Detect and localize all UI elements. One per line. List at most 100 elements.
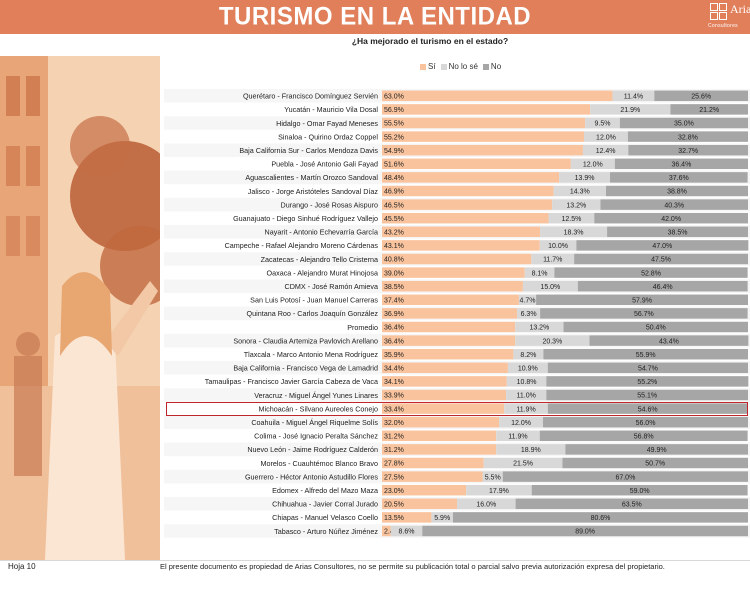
bar-no xyxy=(594,212,748,224)
bar-nolose xyxy=(540,226,608,238)
data-label-si: 46.5% xyxy=(384,202,404,209)
bar-si xyxy=(382,158,571,170)
bar-si xyxy=(382,525,391,537)
bar-no xyxy=(453,512,748,523)
footer: Hoja 10 El presente documento es propied… xyxy=(0,560,750,589)
bar-si xyxy=(382,362,508,374)
data-label-si: 38.5% xyxy=(384,284,404,291)
data-label-no: 80.6% xyxy=(591,515,611,522)
category-label: Chihuahua - Javier Corral Jurado xyxy=(272,500,378,509)
data-label-nolose: 12.0% xyxy=(596,134,616,141)
data-label-nolose: 9.5% xyxy=(595,121,611,128)
bar-si xyxy=(382,185,554,197)
data-label-si: 34.4% xyxy=(384,366,404,373)
category-label: Edomex - Alfredo del Mazo Maza xyxy=(272,486,378,495)
bar-si xyxy=(382,471,483,482)
category-label: Tamaulipas - Francisco Javier García Cab… xyxy=(205,377,378,386)
bar-nolose xyxy=(590,104,671,115)
data-label-si: 63.0% xyxy=(384,94,404,101)
bar-no xyxy=(554,267,748,278)
data-label-si: 36.9% xyxy=(384,311,404,318)
data-label-no: 35.0% xyxy=(674,121,694,128)
data-label-nolose: 17.9% xyxy=(489,488,509,495)
data-label-no: 32.7% xyxy=(678,148,698,155)
data-label-nolose: 8.2% xyxy=(520,352,536,359)
bar-no xyxy=(610,172,748,183)
bar-no xyxy=(563,321,748,333)
photo-illustration xyxy=(0,56,160,560)
data-label-nolose: 21.9% xyxy=(620,107,640,114)
data-label-nolose: 10.9% xyxy=(518,366,538,373)
data-label-si: 20.5% xyxy=(384,502,404,509)
data-label-no: 52.8% xyxy=(641,270,661,277)
data-label-nolose: 20.3% xyxy=(542,338,562,345)
bar-no xyxy=(543,416,748,428)
bar-nolose xyxy=(483,457,563,469)
data-label-nolose: 8.6% xyxy=(399,529,415,536)
data-label-si: 55.2% xyxy=(384,134,404,141)
category-label: San Luis Potosí - Juan Manuel Carreras xyxy=(250,296,378,305)
data-label-nolose: 5.5% xyxy=(485,474,501,481)
bar-nolose xyxy=(499,416,544,428)
data-label-no: 56.7% xyxy=(634,311,654,318)
company-logo: Arias Consultores xyxy=(708,2,750,32)
data-label-si: 27.8% xyxy=(384,461,404,468)
bar-nolose xyxy=(570,158,615,170)
bar-no xyxy=(531,484,748,496)
legend-item-nolose: No lo sé xyxy=(440,62,478,71)
data-label-no: 50.7% xyxy=(645,461,665,468)
bar-si xyxy=(382,172,560,183)
category-label: Hidalgo - Omar Fayad Meneses xyxy=(276,119,378,128)
bar-si xyxy=(382,144,583,156)
data-label-nolose: 6.3% xyxy=(521,311,537,318)
bar-nolose xyxy=(466,484,532,496)
data-label-no: 37.6% xyxy=(669,175,689,182)
data-label-no: 67.0% xyxy=(615,474,635,481)
data-label-no: 55.1% xyxy=(637,393,657,400)
bar-no xyxy=(576,240,749,251)
highlight-box xyxy=(166,402,748,416)
legend-item-si: Sí xyxy=(420,62,436,71)
bar-si xyxy=(382,512,432,523)
data-label-nolose: 4.7% xyxy=(520,298,536,305)
data-label-no: 54.6% xyxy=(638,406,658,413)
data-label-no: 38.8% xyxy=(667,189,687,196)
bar-nolose xyxy=(496,430,540,442)
bar-no xyxy=(628,144,748,156)
category-label: Michoacán - Silvano Aureoles Conejo xyxy=(259,404,378,413)
bar-nolose xyxy=(482,471,503,482)
data-label-no: 55.2% xyxy=(637,379,657,386)
data-label-no: 63.5% xyxy=(622,502,642,509)
category-label: Durango - José Rosas Aispuro xyxy=(281,200,378,209)
data-label-nolose: 13.2% xyxy=(566,202,586,209)
data-label-no: 42.0% xyxy=(661,216,681,223)
data-label-nolose: 21.5% xyxy=(513,461,533,468)
chart-legend: Sí No lo sé No xyxy=(420,62,501,71)
bar-nolose xyxy=(518,294,537,306)
bar-no xyxy=(546,376,749,387)
bar-nolose xyxy=(457,498,516,510)
category-label: Colima - José Ignacio Peralta Sánchez xyxy=(254,432,378,441)
category-label: Aguascalientes - Martín Orozco Sandoval xyxy=(245,173,378,182)
data-label-nolose: 5.9% xyxy=(434,515,450,522)
data-label-si: 48.4% xyxy=(384,175,404,182)
category-label: Chiapas - Manuel Velasco Coello xyxy=(272,513,378,522)
legend-label-no: No xyxy=(490,62,502,71)
data-label-si: 36.4% xyxy=(384,325,404,332)
data-label-si: 36.4% xyxy=(384,338,404,345)
data-label-si: 51.6% xyxy=(384,162,404,169)
legend-label-si: Sí xyxy=(428,62,436,71)
category-label: Guanajuato - Diego Sinhué Rodríguez Vall… xyxy=(233,214,378,223)
bar-si xyxy=(382,267,525,278)
data-label-si: 31.2% xyxy=(384,447,404,454)
category-label: Nayarit - Antonio Echevarría García xyxy=(265,228,378,237)
bar-no xyxy=(546,389,748,401)
data-label-nolose: 12.5% xyxy=(561,216,581,223)
data-label-no: 56.8% xyxy=(634,434,654,441)
data-label-si: 32.0% xyxy=(384,420,404,427)
bar-si xyxy=(382,117,586,129)
data-label-si: 37.4% xyxy=(384,298,404,305)
data-label-si: 33.4% xyxy=(384,406,404,413)
bar-si xyxy=(382,484,467,496)
bar-no xyxy=(565,444,748,455)
